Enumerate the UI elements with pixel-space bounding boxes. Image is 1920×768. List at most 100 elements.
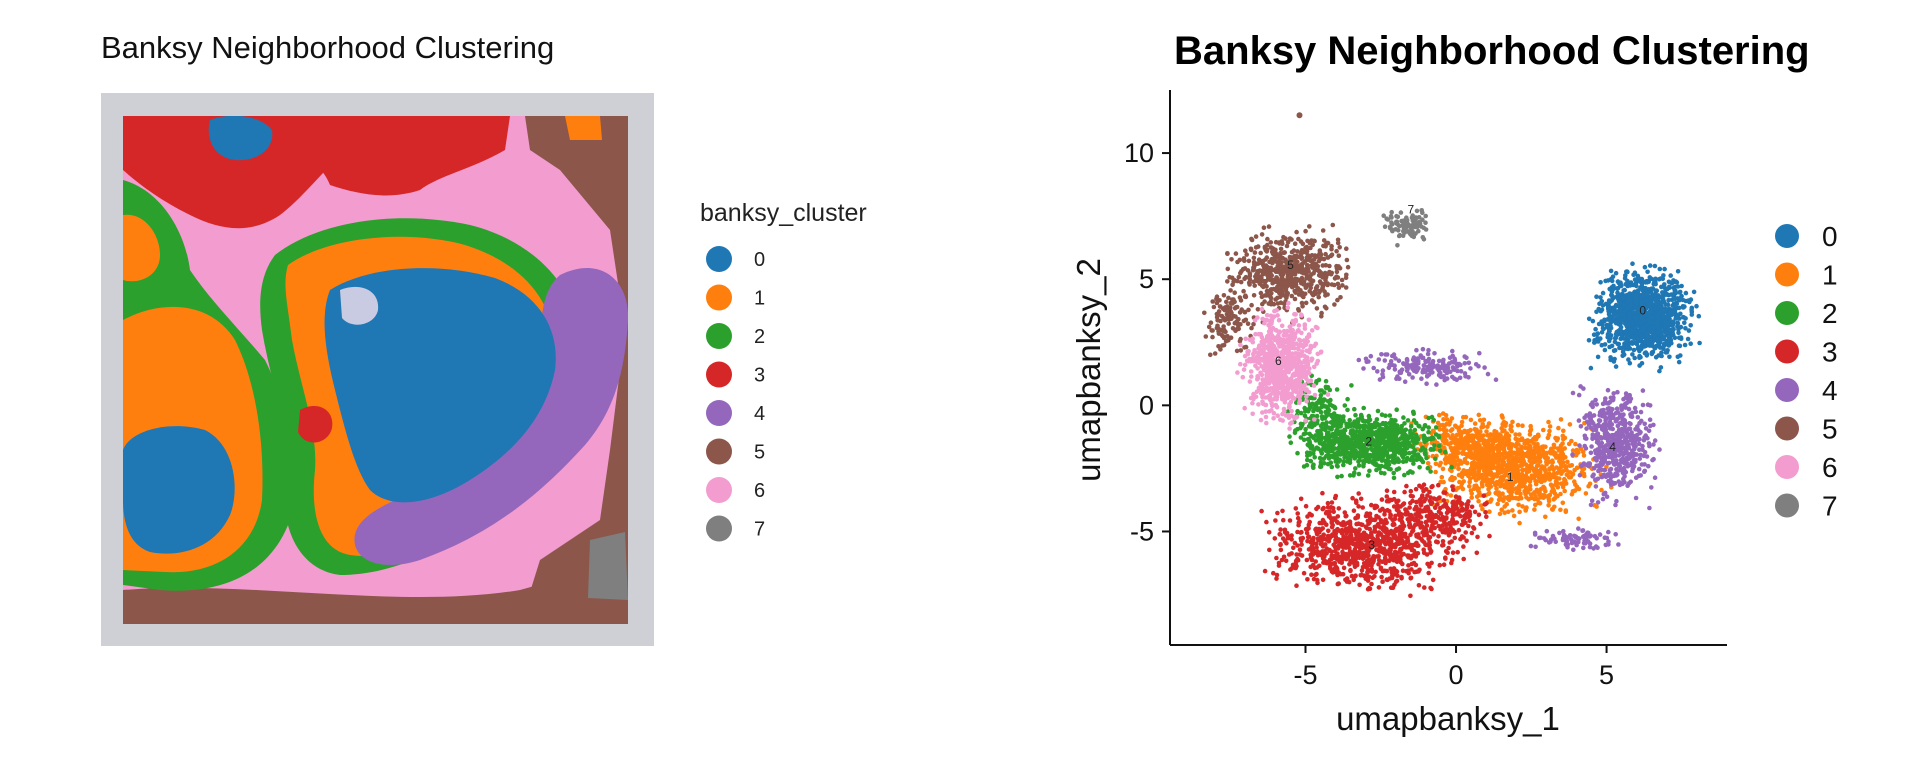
umap-point-3-661 xyxy=(1329,520,1335,526)
umap-point-3-1065 xyxy=(1460,506,1465,512)
umap-point-3-770 xyxy=(1382,512,1387,517)
umap-point-3-385 xyxy=(1325,500,1331,506)
umap-point-0-969 xyxy=(1666,334,1671,339)
umap-point-3-766 xyxy=(1350,557,1356,563)
umap-point-2-725 xyxy=(1354,423,1360,428)
umap-point-1-888 xyxy=(1527,443,1533,449)
umap-point-0-820 xyxy=(1683,326,1688,331)
umap-point-2-849 xyxy=(1324,420,1329,425)
umap-point-2-617 xyxy=(1389,421,1394,426)
umap-point-1-1196 xyxy=(1447,419,1453,425)
umap-point-4-141 xyxy=(1608,466,1614,472)
umap-point-1-781 xyxy=(1479,474,1485,480)
umap-point-1-470 xyxy=(1582,473,1587,479)
umap-point-3-109 xyxy=(1441,562,1447,567)
umap-point-0-1008 xyxy=(1651,321,1656,326)
umap-point-2-503 xyxy=(1304,462,1310,468)
umap-point-3-960 xyxy=(1456,527,1462,533)
umap-point-1-822 xyxy=(1528,427,1534,432)
umap-point-3-828 xyxy=(1341,565,1347,571)
umap-point-4-315 xyxy=(1588,450,1594,456)
umap-point-1-1173 xyxy=(1465,429,1471,434)
umap-point-3-432 xyxy=(1356,491,1361,496)
umap-point-3-943 xyxy=(1404,483,1409,489)
umap-point-3-43 xyxy=(1329,500,1335,505)
umap-point-0-607 xyxy=(1647,263,1653,268)
umap-point-0-978 xyxy=(1617,294,1623,300)
umap-point-3-625 xyxy=(1430,577,1436,583)
umap-point-3-1142 xyxy=(1445,508,1451,513)
umap-point-1-1181 xyxy=(1472,461,1478,467)
umap-point-4-83 xyxy=(1594,402,1599,407)
umap-point-3-876 xyxy=(1354,537,1360,543)
umap-point-0-757 xyxy=(1696,313,1702,319)
umap-point-3-1012 xyxy=(1476,512,1482,518)
umap-point-3-606 xyxy=(1320,526,1325,531)
umap-point-2-993 xyxy=(1325,448,1331,454)
umap-point-3-1089 xyxy=(1431,496,1437,501)
umap-point-3-667 xyxy=(1278,542,1283,547)
umap-point-1-46 xyxy=(1583,491,1589,496)
umap-point-2-638 xyxy=(1408,423,1414,429)
umap-point-0-1052 xyxy=(1652,333,1657,338)
umap-point-3-897 xyxy=(1376,530,1381,535)
umap-point-1-247 xyxy=(1573,441,1578,447)
umap-point-3-868 xyxy=(1400,532,1405,538)
umap-point-3-1146 xyxy=(1452,535,1458,541)
umap-point-2-717 xyxy=(1341,441,1346,446)
umap-point-2-989 xyxy=(1287,434,1292,439)
umap-point-0-881 xyxy=(1676,335,1682,341)
umap-point-2-772 xyxy=(1336,445,1342,451)
umap-point-1-1143 xyxy=(1459,419,1465,425)
umap-point-3-425 xyxy=(1305,577,1310,582)
umap-point-1-1153 xyxy=(1484,429,1489,434)
umap-point-3-797 xyxy=(1297,547,1303,552)
umap-point-3-426 xyxy=(1274,555,1279,561)
umap-point-2-747 xyxy=(1417,454,1422,460)
umap-point-3-94 xyxy=(1259,508,1264,514)
umap-point-3-727 xyxy=(1332,495,1338,501)
umap-point-2-783 xyxy=(1353,443,1359,448)
umap-point-0-349 xyxy=(1688,323,1693,328)
umap-point-0-755 xyxy=(1626,357,1631,362)
umap-point-3-836 xyxy=(1400,526,1405,531)
umap-point-2-723 xyxy=(1416,423,1421,429)
umap-point-3-1149 xyxy=(1438,517,1444,522)
umap-point-1-884 xyxy=(1526,449,1532,455)
umap-point-3-583 xyxy=(1327,509,1332,514)
umap-point-1-1151 xyxy=(1491,451,1496,456)
umap-point-4-464 xyxy=(1628,412,1633,417)
umap-point-2-780 xyxy=(1384,458,1390,463)
umap-point-1-1186 xyxy=(1485,450,1490,456)
umap-point-3-843 xyxy=(1377,541,1383,546)
umap-point-3-861 xyxy=(1301,570,1307,576)
umap-point-2-930 xyxy=(1311,465,1316,471)
spatial-legend-key-4 xyxy=(706,400,732,426)
umap-point-1-1174 xyxy=(1467,469,1472,475)
umap-point-3-350 xyxy=(1408,576,1413,581)
spatial-legend-key-3 xyxy=(706,361,732,388)
umap-point-2-303 xyxy=(1410,454,1415,460)
umap-point-0-477 xyxy=(1662,282,1667,287)
umap-point-4-498 xyxy=(1602,445,1607,451)
umap-point-3-899 xyxy=(1363,553,1368,558)
umap-point-0-275 xyxy=(1670,303,1675,308)
spatial-legend-key-1 xyxy=(706,284,732,311)
umap-point-3-656 xyxy=(1378,520,1384,525)
umap-point-1-1097 xyxy=(1449,448,1455,453)
umap-point-2-792 xyxy=(1384,439,1389,445)
umap-point-4-314 xyxy=(1613,502,1618,508)
umap-point-3-765 xyxy=(1295,515,1301,521)
umap-point-0-929 xyxy=(1666,279,1672,285)
umap-point-3-1113 xyxy=(1483,501,1488,507)
umap-point-1-463 xyxy=(1552,504,1557,510)
umap-point-2-555 xyxy=(1399,441,1404,446)
umap-point-3-1031 xyxy=(1483,510,1488,515)
umap-point-1-837 xyxy=(1510,508,1515,513)
umap-point-0-577 xyxy=(1694,303,1699,309)
umap-point-0-536 xyxy=(1591,332,1597,338)
umap-point-2-724 xyxy=(1392,452,1397,458)
umap-point-0-840 xyxy=(1666,327,1672,333)
umap-point-0-956 xyxy=(1649,286,1654,292)
umap-point-0-1091 xyxy=(1686,298,1691,303)
